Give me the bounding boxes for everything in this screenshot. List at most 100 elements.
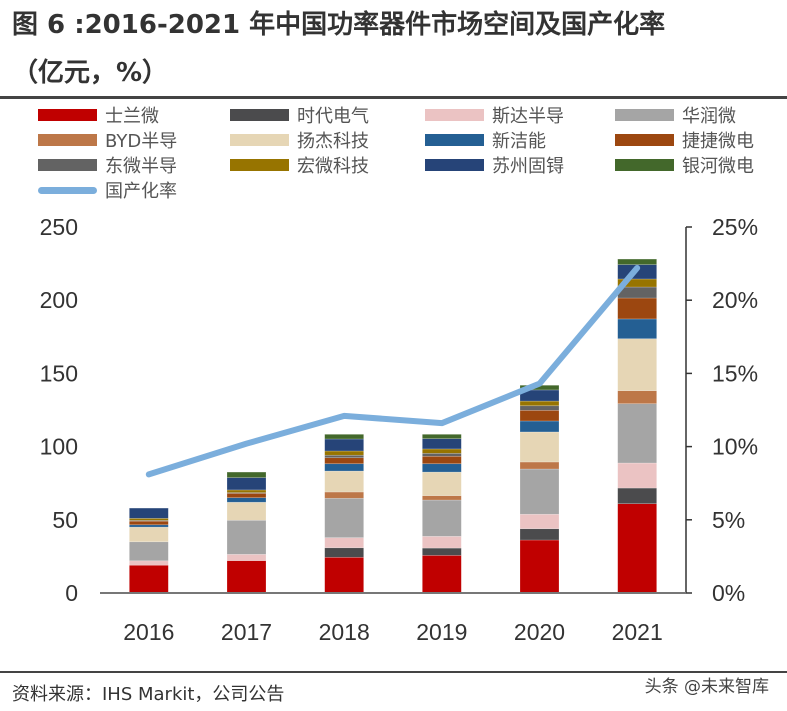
legend-item: 士兰微 xyxy=(38,102,159,128)
bar-segment xyxy=(324,491,364,499)
bar-segment xyxy=(226,489,267,493)
legend-swatch xyxy=(230,109,289,121)
bar-segment xyxy=(129,518,169,521)
legend-swatch xyxy=(425,109,484,121)
legend-label: 宏微科技 xyxy=(297,156,369,177)
legend-item: 时代电气 xyxy=(230,102,369,128)
legend-label: 国产化率 xyxy=(105,181,177,202)
bar-segment xyxy=(519,405,560,411)
legend-item: 国产化率 xyxy=(38,177,177,203)
bar-segment xyxy=(226,497,267,503)
bar-segment xyxy=(617,338,657,391)
legend-label: 新洁能 xyxy=(492,131,546,152)
x-tick-label: 2016 xyxy=(123,619,174,645)
bar-segment xyxy=(324,434,364,440)
y-tick-label: 250 xyxy=(40,214,78,240)
bar-segment xyxy=(324,438,364,452)
bar-segment xyxy=(422,536,462,549)
legend-item: 扬杰科技 xyxy=(230,127,369,153)
y-tick-label: 200 xyxy=(40,287,78,313)
legend-swatch xyxy=(425,134,484,146)
legend-label: 捷捷微电 xyxy=(682,131,754,152)
bar-segment xyxy=(324,470,364,493)
bar-segment xyxy=(129,507,169,519)
bar-segment xyxy=(617,403,657,464)
bar-segment xyxy=(422,471,462,496)
bar-segment xyxy=(617,297,657,320)
legend-item: 银河微电 xyxy=(615,152,754,178)
bar-segment xyxy=(519,400,560,407)
bar-segment xyxy=(519,539,560,594)
legend-item: 捷捷微电 xyxy=(615,127,754,153)
y2-tick-label: 15% xyxy=(712,360,758,386)
bar-segment xyxy=(422,455,462,465)
bar-segment xyxy=(519,468,560,515)
bar-segment xyxy=(617,462,657,489)
x-tick-label: 2017 xyxy=(221,619,272,645)
legend: 士兰微 时代电气 斯达半导 华润微 BYD半导 扬杰科技 新洁能 捷捷微电东微半导 宏微科技 苏州… xyxy=(0,100,787,205)
legend-label: BYD半导 xyxy=(105,131,178,152)
legend-label: 华润微 xyxy=(682,106,736,127)
legend-label: 斯达半导 xyxy=(492,106,564,127)
bar-segment xyxy=(129,520,169,526)
bar-segment xyxy=(226,560,267,594)
bar-segment xyxy=(422,434,462,439)
bar-segment xyxy=(422,547,462,556)
legend-swatch xyxy=(615,159,674,171)
bar-segment xyxy=(324,497,364,538)
legend-item: 新洁能 xyxy=(425,127,546,153)
source-note: 资料来源：IHS Markit，公司公告 xyxy=(12,684,285,705)
legend-item: BYD半导 xyxy=(38,127,177,153)
bar-segment xyxy=(226,477,267,491)
bar-segment xyxy=(226,519,267,555)
bar-segment xyxy=(226,501,267,521)
bar-segment xyxy=(129,541,169,562)
y-tick-label: 0 xyxy=(65,580,78,606)
bar-segment xyxy=(617,390,657,405)
legend-label: 东微半导 xyxy=(105,156,177,177)
bar-segment xyxy=(519,420,560,433)
bar-segment xyxy=(422,438,462,450)
bar-segment xyxy=(324,450,364,456)
bar-segment xyxy=(519,513,560,530)
y2-tick-label: 20% xyxy=(712,287,758,313)
legend-swatch xyxy=(38,134,97,146)
bar-segment xyxy=(129,560,169,566)
y2-tick-label: 25% xyxy=(712,214,758,240)
bar-segment xyxy=(129,524,169,528)
bar-segment xyxy=(226,492,267,494)
y-tick-label: 50 xyxy=(52,507,78,533)
watermark: 头条 @未来智库 xyxy=(644,677,769,697)
bar-segment xyxy=(422,499,462,537)
bar-segment xyxy=(226,471,267,478)
bar-segment xyxy=(617,487,657,504)
legend-item: 苏州固锝 xyxy=(425,152,564,178)
legend-label: 扬杰科技 xyxy=(297,131,369,152)
bar-segment xyxy=(324,537,364,549)
bar-segment xyxy=(324,463,364,472)
legend-label: 时代电气 xyxy=(297,106,369,127)
bar-segment xyxy=(422,555,462,594)
bar-segment xyxy=(519,431,560,463)
bar-segment xyxy=(617,318,657,340)
chart-title: 图 6 :2016-2021 年中国功率器件市场空间及国产化率 xyxy=(12,10,666,40)
bar-segment xyxy=(226,554,267,561)
legend-label: 银河微电 xyxy=(682,156,754,177)
legend-swatch xyxy=(230,134,289,146)
bar-segment xyxy=(422,495,462,501)
legend-label: 苏州固锝 xyxy=(492,156,564,177)
localization-rate-line xyxy=(145,264,641,478)
bar-segment xyxy=(129,526,169,543)
bar-segment xyxy=(519,461,560,470)
bar-segment xyxy=(324,454,364,459)
x-tick-label: 2018 xyxy=(319,619,370,645)
legend-swatch xyxy=(38,109,97,121)
legend-item: 宏微科技 xyxy=(230,152,369,178)
legend-item: 东微半导 xyxy=(38,152,177,178)
bar-segment xyxy=(324,457,364,465)
bar-segment xyxy=(519,409,560,422)
chart-unit: （亿元，%） xyxy=(12,58,169,88)
bar-segment xyxy=(422,448,462,454)
y2-tick-label: 5% xyxy=(712,507,745,533)
